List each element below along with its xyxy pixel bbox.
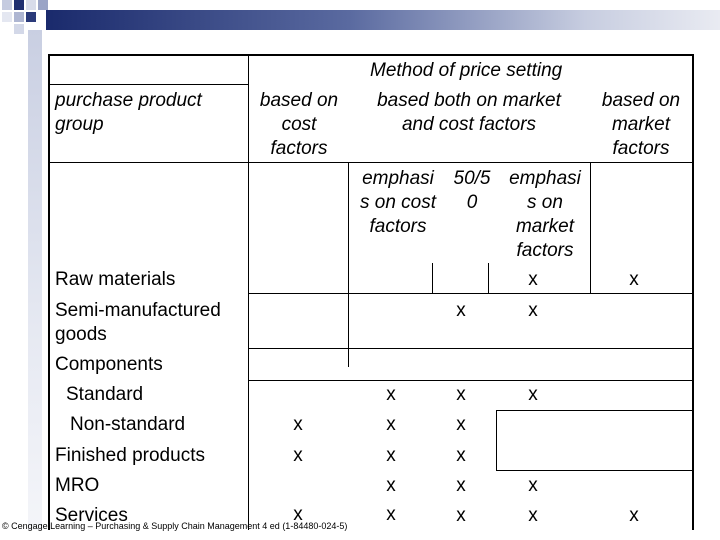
decor-square xyxy=(26,12,36,22)
cell-mark: x xyxy=(629,505,639,526)
cell-mark: x xyxy=(456,505,466,526)
cell-mark: x xyxy=(293,504,303,525)
cell-mark: x xyxy=(386,504,396,525)
row-label: Semi-manufactured goods xyxy=(55,300,221,345)
row-label: MRO xyxy=(55,475,100,496)
cell-mark: x xyxy=(386,475,396,496)
header-title: Method of price setting xyxy=(370,60,563,81)
cell-mark: x xyxy=(386,384,396,405)
row-label: Finished products xyxy=(55,445,205,466)
row-label: Standard xyxy=(66,384,144,405)
row-label: Raw materials xyxy=(55,269,176,290)
cell-mark: x xyxy=(293,445,303,466)
header-market-factors: based on market factors xyxy=(601,90,681,159)
cell-mark: x xyxy=(386,445,396,466)
cell-mark: x xyxy=(456,445,466,466)
cell-mark: x xyxy=(456,300,466,321)
subheader-emphasis-cost: emphasi s on cost factors xyxy=(359,168,437,237)
decor-square xyxy=(14,24,24,34)
cell-mark: x xyxy=(528,384,538,405)
copyright-footer: © Cengage Learning – Purchasing & Supply… xyxy=(2,521,348,531)
decor-square xyxy=(14,12,24,22)
cell-mark: x xyxy=(528,300,538,321)
row-label: Components xyxy=(55,354,163,375)
header-product-group: purchase product group xyxy=(55,90,202,135)
header-gradient-bar xyxy=(46,10,720,30)
cell-mark: x xyxy=(456,414,466,435)
row-label: Non-standard xyxy=(70,414,186,435)
cell-mark: x xyxy=(629,269,639,290)
cell-mark: x xyxy=(386,414,396,435)
decor-square xyxy=(2,0,12,10)
cell-mark: x xyxy=(456,384,466,405)
cell-mark: x xyxy=(293,414,303,435)
row-label: Services xyxy=(55,505,128,526)
cell-mark: x xyxy=(528,269,538,290)
sidebar-gradient-bar xyxy=(28,30,42,530)
header-both-factors: based both on market and cost factors xyxy=(377,90,561,135)
cell-mark: x xyxy=(528,475,538,496)
header-cost-factors: based on cost factors xyxy=(259,90,339,159)
decor-square xyxy=(2,12,12,22)
subheader-emphasis-market: emphasi s on market factors xyxy=(509,168,581,261)
decor-square xyxy=(38,0,48,10)
decor-square xyxy=(26,0,36,10)
subheader-fifty-fifty: 50/5 0 xyxy=(453,168,491,213)
decor-square xyxy=(14,0,24,10)
cell-mark: x xyxy=(528,505,538,526)
cell-mark: x xyxy=(456,475,466,496)
